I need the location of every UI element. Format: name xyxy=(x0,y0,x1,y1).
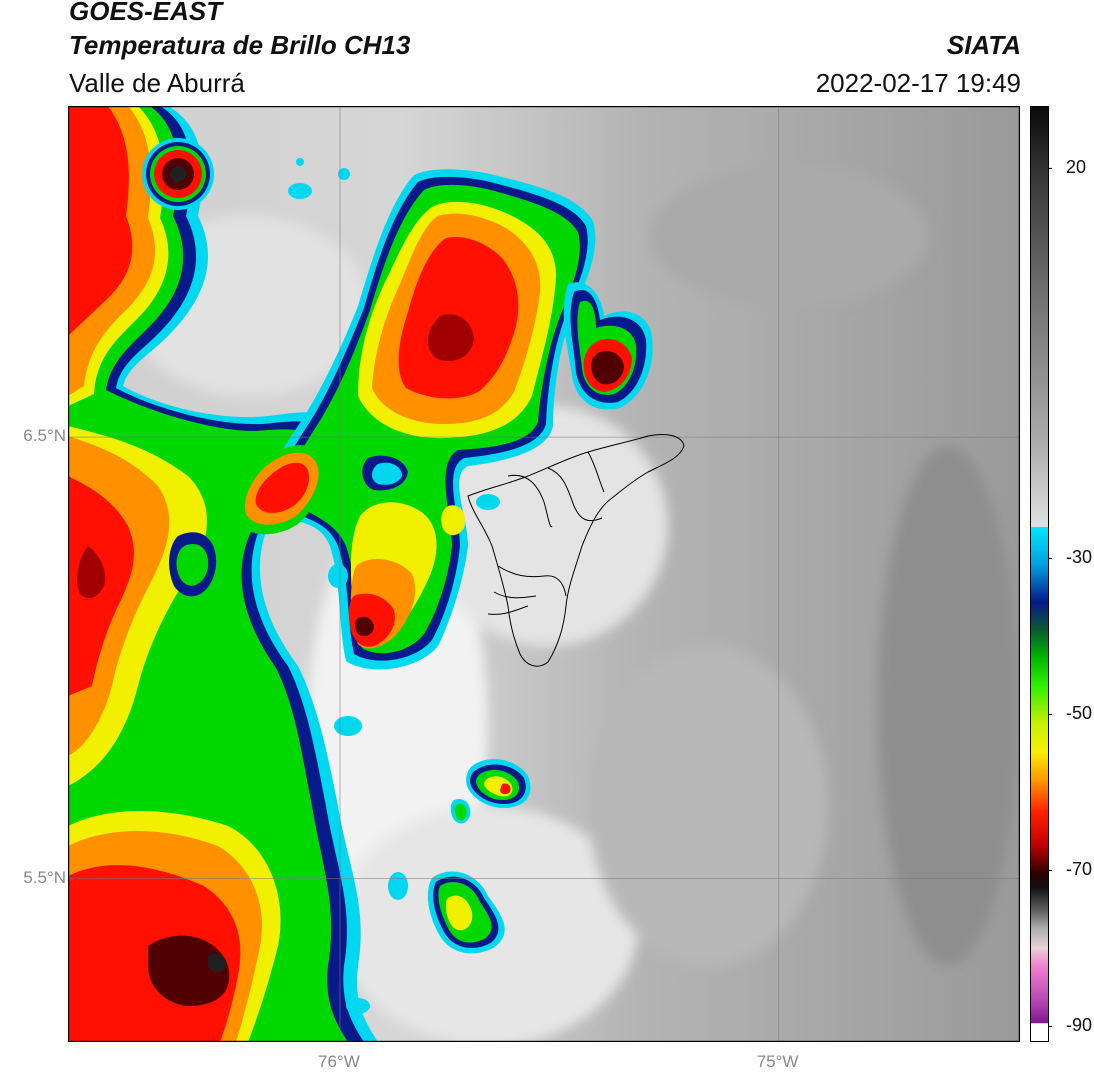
colorbar-label-minus70: -70 xyxy=(1066,859,1093,880)
storm-cell-west-central xyxy=(236,445,326,535)
map-frame xyxy=(68,106,1020,1042)
colorbar-label-minus90: -90 xyxy=(1066,1015,1093,1036)
storm-central xyxy=(265,169,596,670)
lat-tick-label-1: 5.5°N xyxy=(23,867,66,887)
storm-cell-south-1 xyxy=(450,759,531,824)
colorbar-label-minus50: -50 xyxy=(1066,703,1093,724)
storm-cell-east xyxy=(563,282,653,410)
map-title-satellite: GOES-EAST xyxy=(69,0,223,26)
map-title-product: Temperatura de Brillo CH13 xyxy=(69,30,411,60)
lon-tick-label-1: 75°W xyxy=(756,1052,799,1071)
map-subtitle-region: Valle de Aburrá xyxy=(69,68,245,98)
temperature-colorbar xyxy=(1030,106,1052,1042)
storm-cell-south-2 xyxy=(427,871,505,954)
municipality-boundaries xyxy=(467,433,685,667)
scattered-cloud-patches xyxy=(288,158,500,1014)
storm-cell-northwest xyxy=(142,138,214,210)
colorbar-label-minus30: -30 xyxy=(1066,547,1093,568)
satellite-map xyxy=(68,106,1020,1042)
storm-left-band xyxy=(68,106,378,1042)
agency-label: SIATA xyxy=(946,30,1021,60)
map-gridlines xyxy=(68,106,1020,1042)
colorbar-label-20: 20 xyxy=(1066,157,1087,178)
timestamp-label: 2022-02-17 19:49 xyxy=(815,68,1021,98)
lat-tick-label-0: 6.5°N xyxy=(23,426,66,446)
lon-tick-label-0: 76°W xyxy=(318,1052,360,1071)
